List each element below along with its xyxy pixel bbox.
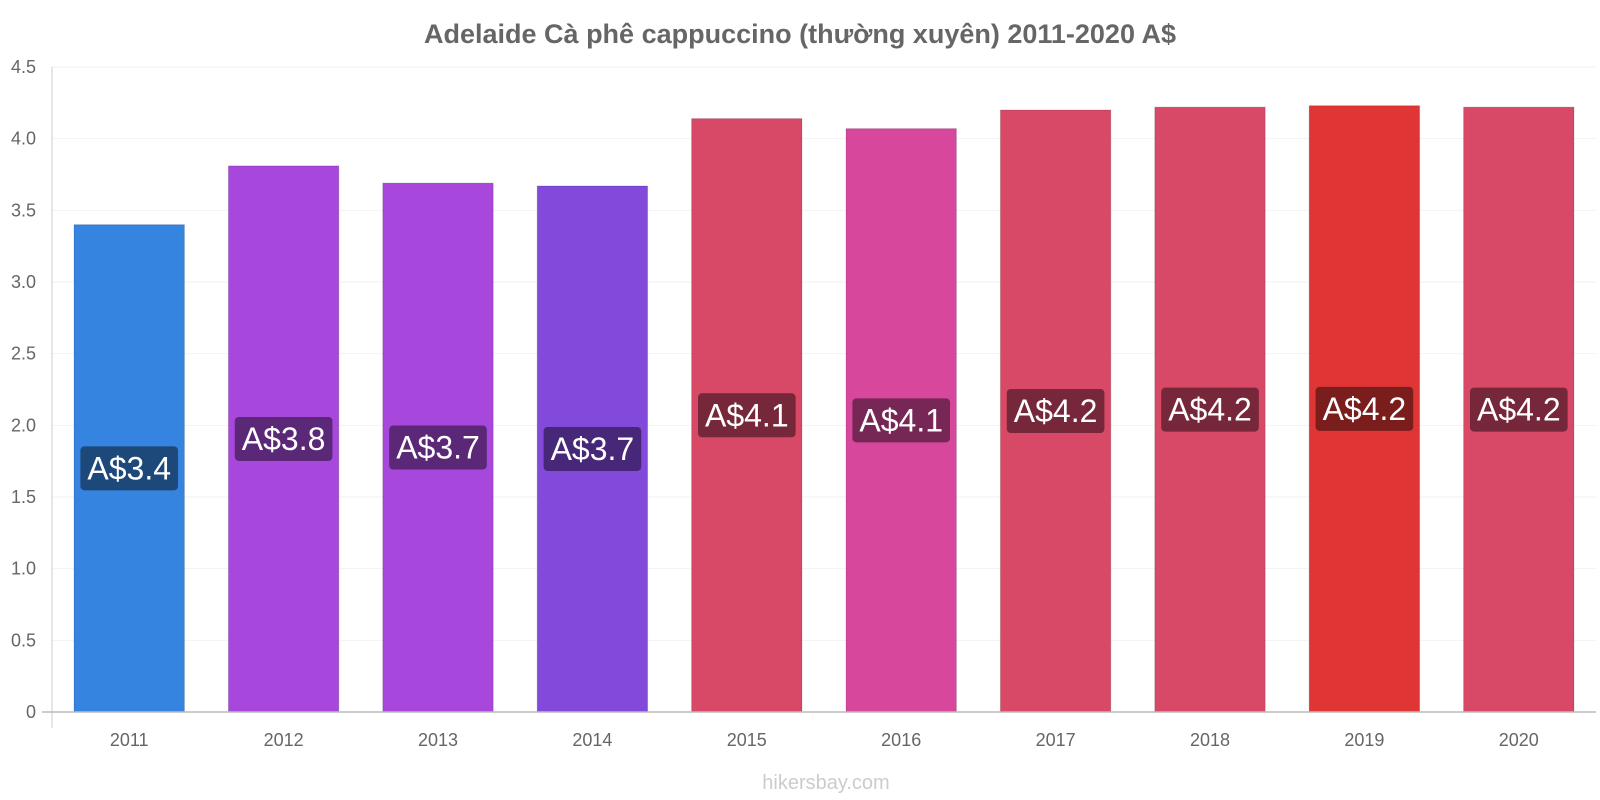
y-tick-label: 2.0 <box>11 415 36 435</box>
y-tick-label: 1.0 <box>11 559 36 579</box>
y-tick-label: 3.5 <box>11 200 36 220</box>
data-label-2014: A$3.7 <box>543 426 642 471</box>
data-label-background <box>1161 387 1259 432</box>
y-tick-label: 0 <box>26 702 36 722</box>
data-label-background <box>543 426 642 471</box>
y-tick-label: 0.5 <box>11 630 36 650</box>
data-label-background <box>1006 389 1105 433</box>
data-label-2011: A$3.4 <box>80 446 179 491</box>
data-label-background <box>1469 387 1568 432</box>
x-axis: 2011 2012 2013 2014 2015 2016 2017 2018 2019 2020 <box>42 711 1596 750</box>
x-tick-label: 2011 <box>110 730 149 750</box>
x-tick-label: 2013 <box>418 730 458 750</box>
x-tick-label: 2015 <box>727 730 767 750</box>
y-tick-label: 2.5 <box>11 344 36 364</box>
data-label-background <box>852 398 951 443</box>
data-label-text: A$4.2 <box>1014 393 1098 429</box>
data-label-text: A$4.2 <box>1323 391 1407 427</box>
data-labels: A$3.4 A$3.8 A$3.7 A$3.7 A$4.1 A$4.1 A$4.2 A$4.2… <box>80 386 1568 491</box>
data-label-text: A$3.7 <box>396 430 480 466</box>
data-label-2020: A$4.2 <box>1469 387 1568 432</box>
data-label-text: A$3.7 <box>551 431 635 467</box>
data-label-background <box>697 393 796 438</box>
data-label-text: A$3.4 <box>87 450 171 486</box>
y-tick-label: 4.5 <box>11 57 36 77</box>
x-tick-label: 2020 <box>1499 730 1539 750</box>
data-label-2013: A$3.7 <box>389 425 487 470</box>
data-label-background <box>1315 386 1414 431</box>
x-tick-label: 2016 <box>881 730 921 750</box>
x-tick-label: 2012 <box>264 730 304 750</box>
data-label-background <box>234 416 333 461</box>
data-label-text: A$4.2 <box>1477 392 1561 428</box>
data-label-2016: A$4.1 <box>852 398 951 443</box>
data-label-text: A$4.1 <box>859 402 943 438</box>
data-label-2017: A$4.2 <box>1006 389 1105 433</box>
credit-text: hikersbay.com <box>762 772 889 794</box>
data-label-2019: A$4.2 <box>1315 386 1414 431</box>
data-label-2018: A$4.2 <box>1161 387 1259 432</box>
y-tick-label: 4.0 <box>11 129 36 149</box>
data-label-text: A$4.2 <box>1168 392 1252 428</box>
x-tick-label: 2017 <box>1036 730 1076 750</box>
y-tick-label: 1.5 <box>11 487 36 507</box>
data-label-text: A$3.8 <box>242 421 326 457</box>
y-tick-label: 3.0 <box>11 272 36 292</box>
data-label-background <box>80 446 179 491</box>
x-tick-label: 2019 <box>1344 730 1384 750</box>
x-tick-label: 2018 <box>1190 730 1230 750</box>
data-label-text: A$4.1 <box>705 397 789 433</box>
y-axis: 0 0.5 1.0 1.5 2.0 2.5 3.0 3.5 4.0 4.5 <box>11 57 53 728</box>
x-tick-label: 2014 <box>572 730 612 750</box>
data-label-background <box>389 425 487 470</box>
data-label-2015: A$4.1 <box>697 393 796 438</box>
chart-title: Adelaide Cà phê cappuccino (thường xuyên… <box>424 19 1176 49</box>
data-label-2012: A$3.8 <box>234 416 333 461</box>
